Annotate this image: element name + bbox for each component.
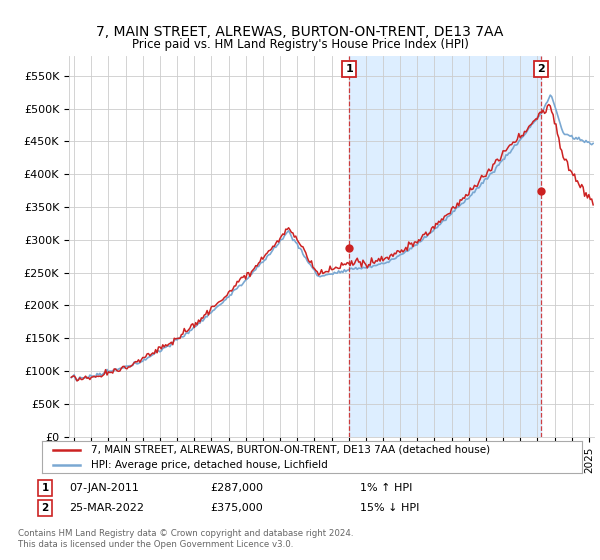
Text: 1: 1: [41, 483, 49, 493]
Text: 1% ↑ HPI: 1% ↑ HPI: [360, 483, 412, 493]
Text: 25-MAR-2022: 25-MAR-2022: [69, 503, 144, 513]
Text: 2: 2: [41, 503, 49, 513]
Text: £375,000: £375,000: [210, 503, 263, 513]
Text: 7, MAIN STREET, ALREWAS, BURTON-ON-TRENT, DE13 7AA (detached house): 7, MAIN STREET, ALREWAS, BURTON-ON-TRENT…: [91, 445, 490, 455]
Text: 07-JAN-2011: 07-JAN-2011: [69, 483, 139, 493]
Bar: [349, 56, 541, 437]
Text: Price paid vs. HM Land Registry's House Price Index (HPI): Price paid vs. HM Land Registry's House …: [131, 38, 469, 50]
Text: 7, MAIN STREET, ALREWAS, BURTON-ON-TRENT, DE13 7AA: 7, MAIN STREET, ALREWAS, BURTON-ON-TRENT…: [97, 25, 503, 39]
Text: 1: 1: [345, 64, 353, 74]
Text: 2: 2: [537, 64, 545, 74]
Text: £287,000: £287,000: [210, 483, 263, 493]
Text: Contains HM Land Registry data © Crown copyright and database right 2024.: Contains HM Land Registry data © Crown c…: [18, 529, 353, 538]
Text: HPI: Average price, detached house, Lichfield: HPI: Average price, detached house, Lich…: [91, 460, 328, 470]
Text: This data is licensed under the Open Government Licence v3.0.: This data is licensed under the Open Gov…: [18, 540, 293, 549]
Text: 15% ↓ HPI: 15% ↓ HPI: [360, 503, 419, 513]
